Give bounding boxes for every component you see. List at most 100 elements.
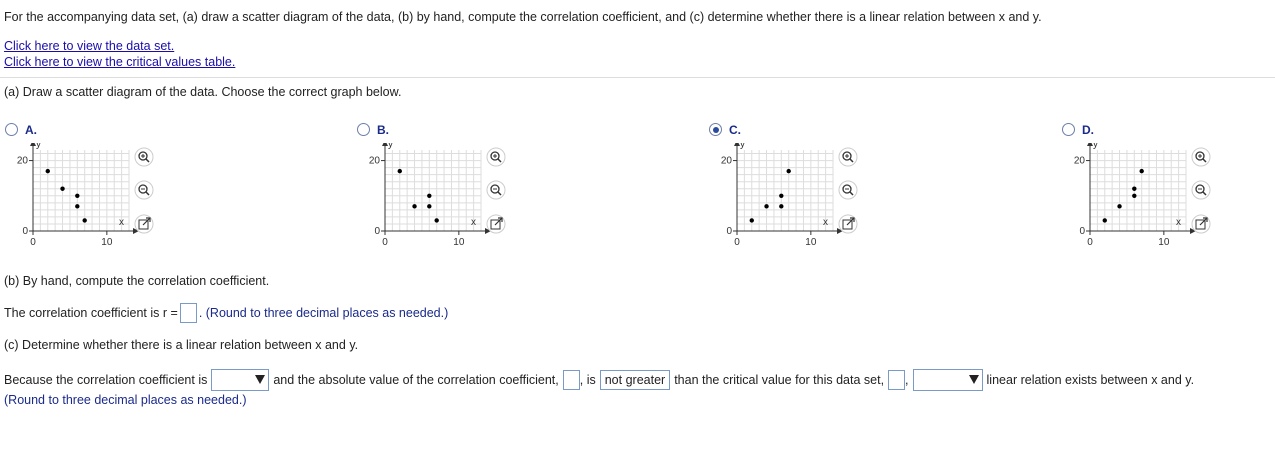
icon — [486, 180, 506, 200]
icon — [838, 180, 858, 200]
r-input[interactable] — [179, 303, 197, 323]
question: For the accompanying data set, (a) draw … — [4, 10, 1042, 24]
arrow — [1087, 143, 1093, 146]
x-axis-label: x — [471, 217, 476, 228]
dropdown[interactable] — [211, 369, 270, 391]
point — [45, 168, 50, 174]
expand[interactable] — [486, 214, 506, 234]
zoom-out[interactable] — [1191, 180, 1211, 200]
radio[interactable] — [357, 123, 370, 136]
point — [779, 204, 784, 209]
option[interactable]: D. x y 0 10 0 20 — [1062, 123, 1242, 258]
point — [82, 218, 87, 223]
x-axis-label: x — [823, 217, 828, 228]
part-b-prompt: (b) By hand, compute the correlation coe… — [4, 274, 270, 288]
option-label: C. — [729, 123, 741, 137]
arrow — [30, 143, 36, 146]
x-tick-label: 10 — [101, 237, 113, 248]
arrow — [1190, 228, 1196, 234]
icon — [145, 191, 150, 196]
x-axis-label: x — [119, 217, 124, 228]
icon — [842, 219, 853, 230]
scatter-chart: x y 0 10 0 20 — [1074, 143, 1211, 248]
part-c-row: Because the correlation coefficient is a… — [4, 369, 1194, 391]
part-b-row: The correlation coefficient is r = . (Ro… — [4, 303, 448, 323]
expand[interactable] — [134, 214, 154, 234]
icon — [1191, 147, 1211, 167]
radio[interactable] — [5, 123, 18, 136]
option[interactable]: C. x y 0 10 0 20 — [709, 123, 889, 258]
option-label: B. — [377, 123, 389, 137]
x-tick-label: 10 — [1158, 237, 1170, 248]
y-tick-label: 0 — [374, 226, 380, 237]
point — [1132, 186, 1137, 191]
x-tick-label: 10 — [805, 237, 817, 248]
zoom-in[interactable] — [838, 147, 858, 167]
separator — [0, 77, 1275, 78]
point — [60, 186, 65, 191]
x-axis-label: x — [1176, 217, 1181, 228]
note: (Round to three decimal places as needed… — [4, 393, 247, 407]
point — [75, 204, 80, 209]
option[interactable]: B. x y 0 10 0 20 — [357, 123, 537, 258]
text: The correlation coefficient is r = — [4, 306, 178, 320]
note: . (Round to three decimal places as need… — [198, 306, 449, 320]
option[interactable]: A. x y 0 10 0 20 — [5, 123, 185, 258]
icon — [134, 147, 154, 167]
icon — [838, 147, 858, 167]
arrow — [734, 143, 740, 146]
icon — [494, 217, 503, 226]
y-tick-label: 0 — [1079, 226, 1085, 237]
scatter-chart: x y 0 10 0 20 — [721, 143, 858, 248]
zoom-out[interactable] — [838, 180, 858, 200]
x-tick-label: 0 — [734, 237, 740, 248]
x-tick-label: 0 — [30, 237, 36, 248]
input-box[interactable] — [888, 370, 906, 390]
zoom-in[interactable] — [1191, 147, 1211, 167]
option-label: D. — [1082, 123, 1094, 137]
zoom-out[interactable] — [134, 180, 154, 200]
zoom-in[interactable] — [134, 147, 154, 167]
zoom-out[interactable] — [486, 180, 506, 200]
text: than the critical value for this data se… — [674, 373, 885, 387]
table-link[interactable]: Click here to view the critical values t… — [4, 55, 236, 69]
option-label: A. — [25, 123, 37, 137]
icon — [486, 147, 506, 167]
x-tick-label: 0 — [382, 237, 388, 248]
choice[interactable]: not greater — [599, 370, 671, 390]
point — [1102, 218, 1107, 223]
point — [397, 168, 402, 174]
icon — [842, 184, 852, 194]
zoom-in[interactable] — [486, 147, 506, 167]
part-a-prompt: (a) Draw a scatter diagram of the data. … — [4, 85, 402, 99]
scatter-chart: x y 0 10 0 20 — [369, 143, 506, 248]
icon — [1199, 217, 1208, 226]
icon — [1202, 191, 1207, 196]
icon — [138, 219, 149, 230]
input-box[interactable] — [562, 370, 580, 390]
icon — [1202, 158, 1207, 163]
expand[interactable] — [1191, 214, 1211, 234]
expand[interactable] — [838, 214, 858, 234]
y-tick-label: 0 — [726, 226, 732, 237]
radio[interactable] — [1062, 123, 1075, 136]
icon — [490, 184, 500, 194]
dropdown[interactable] — [912, 369, 983, 391]
arrow — [382, 143, 388, 146]
icon — [138, 151, 148, 161]
point — [75, 193, 80, 198]
icon — [849, 191, 854, 196]
text: and the absolute value of the correlatio… — [273, 373, 559, 387]
point — [786, 168, 791, 174]
data-link[interactable]: Click here to view the data set. — [4, 39, 175, 53]
radio[interactable] — [709, 123, 722, 136]
icon — [497, 191, 502, 196]
y-tick-label: 20 — [17, 156, 29, 167]
icon — [1195, 151, 1205, 161]
arrow — [837, 228, 843, 234]
icon — [1191, 180, 1211, 200]
y-axis-label: y — [36, 143, 41, 150]
point — [427, 193, 432, 198]
icon — [846, 217, 855, 226]
